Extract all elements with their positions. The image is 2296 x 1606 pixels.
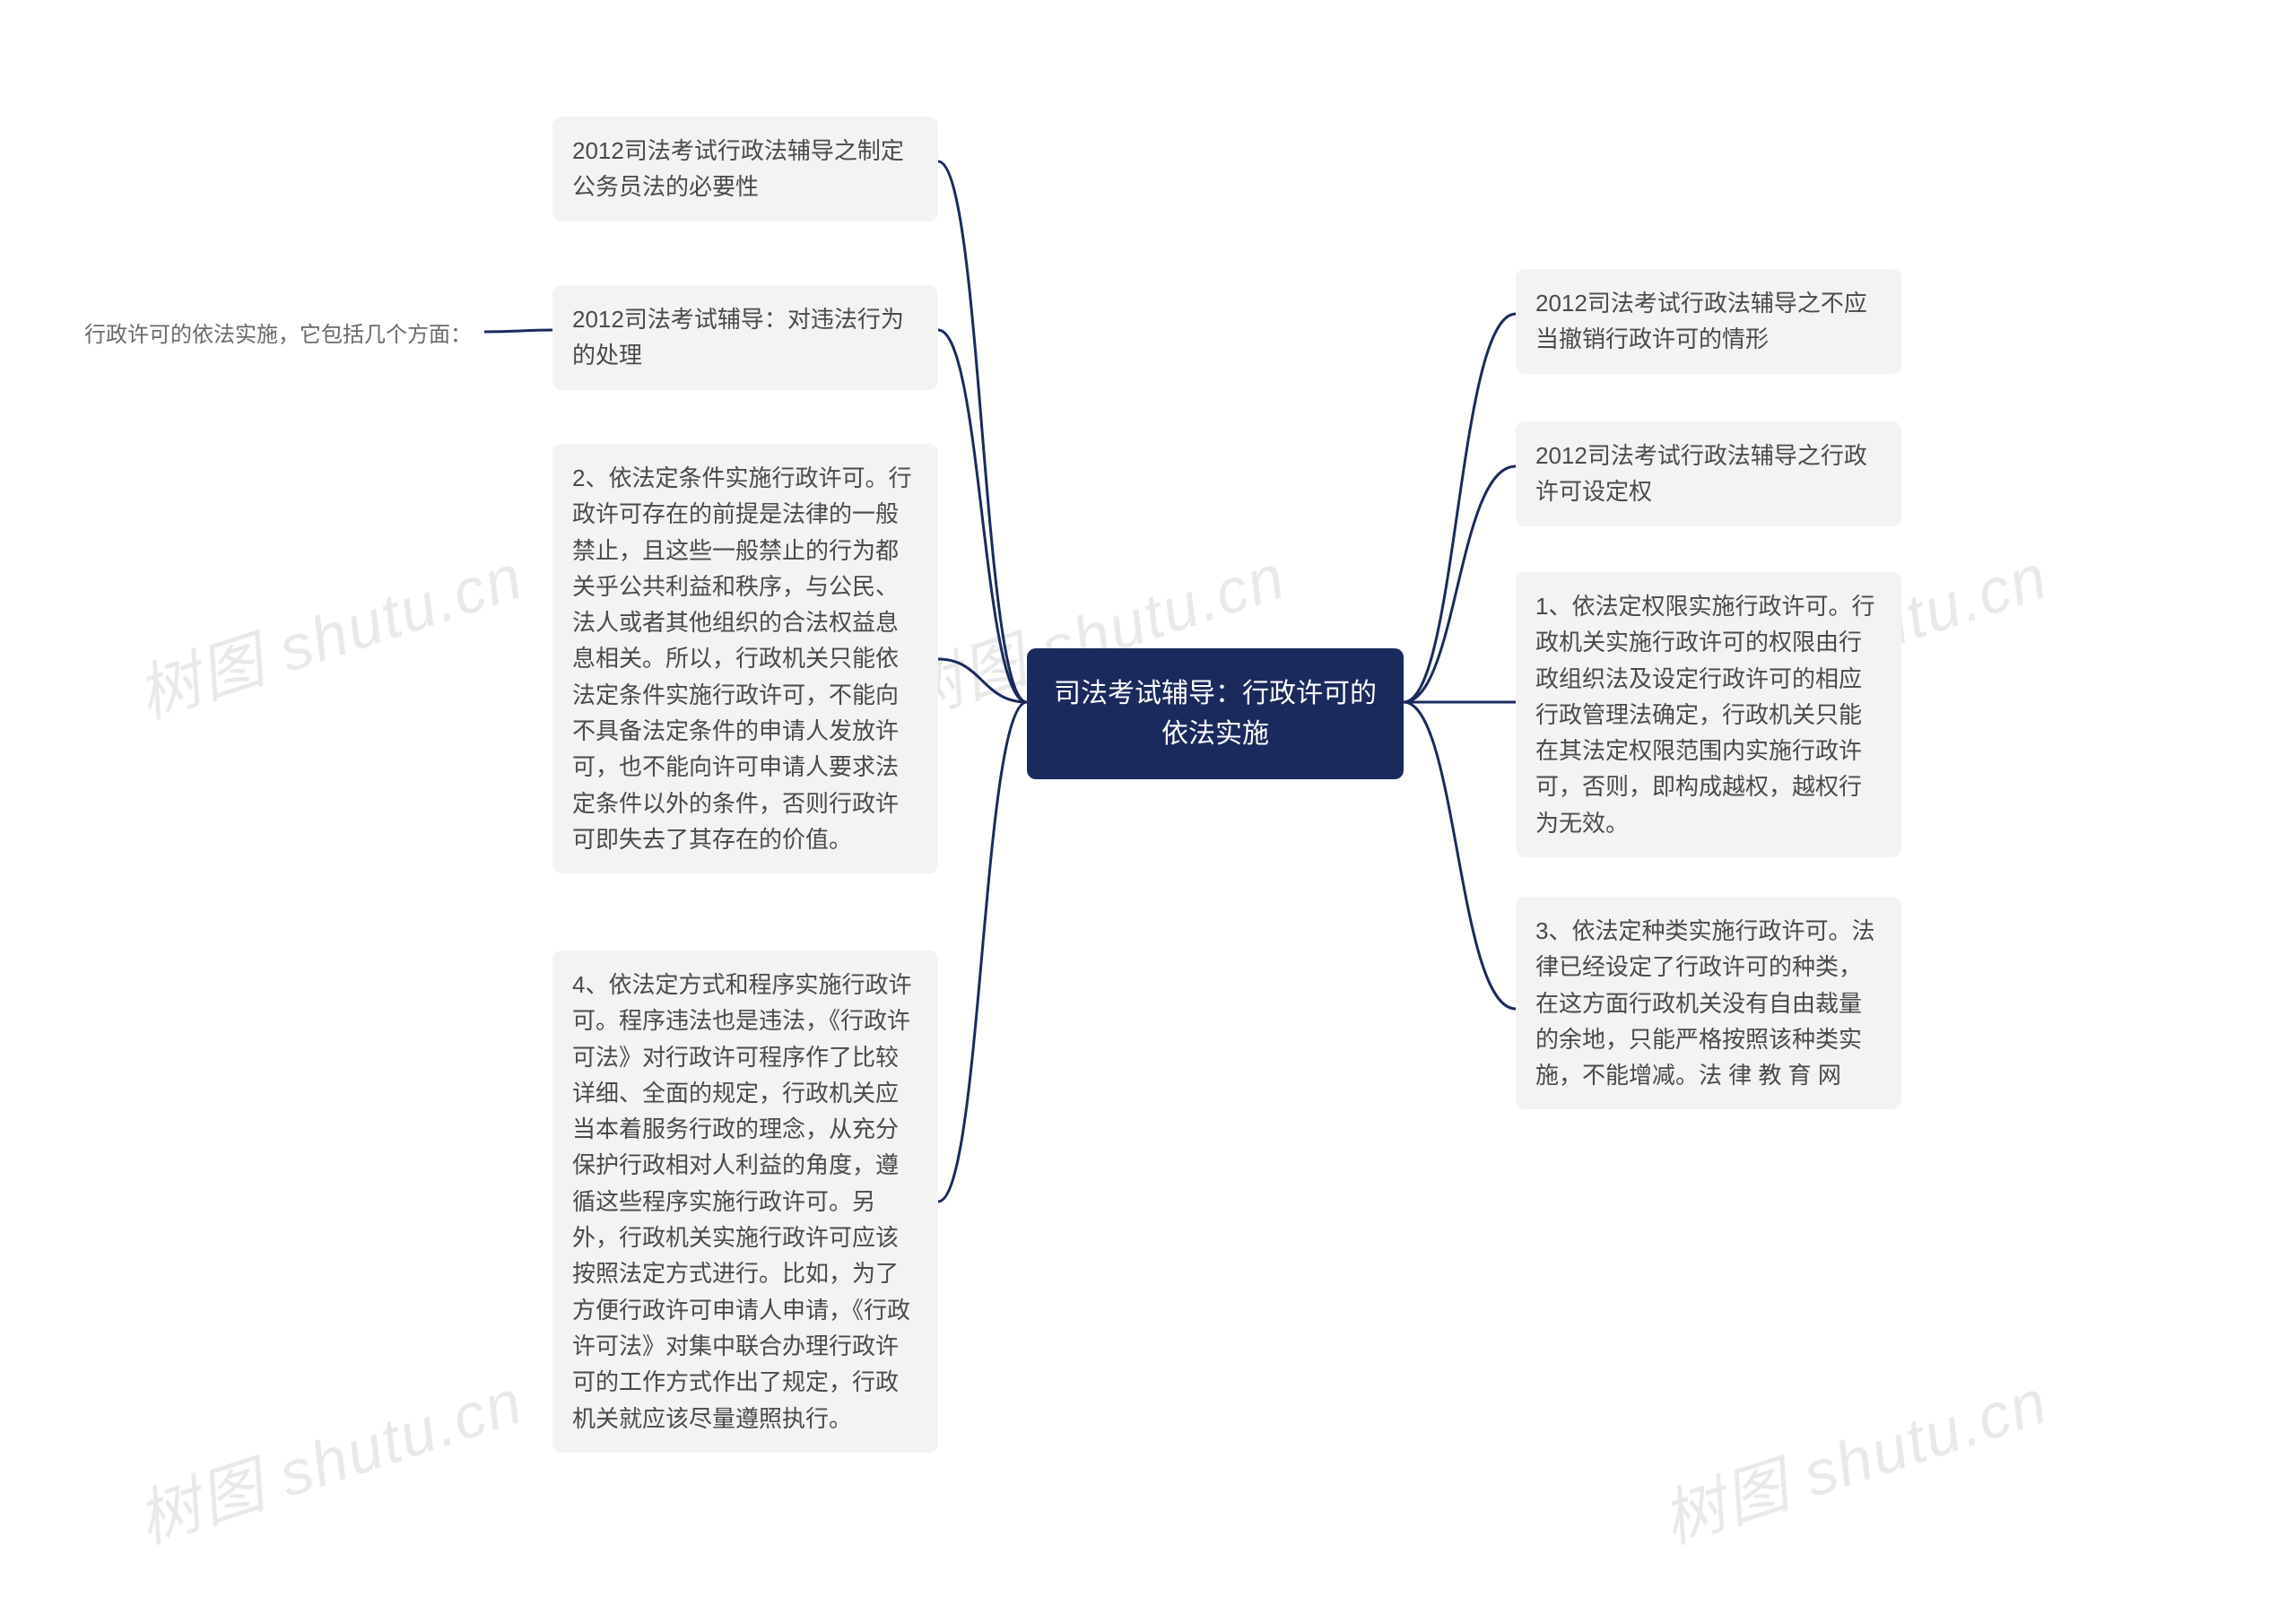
left-node-1: 2012司法考试行政法辅导之制定公务员法的必要性 [552, 117, 938, 221]
center-node: 司法考试辅导：行政许可的依法实施 [1027, 648, 1404, 779]
watermark: 树图 shutu.cn [125, 1351, 533, 1561]
watermark: 树图 shutu.cn [125, 526, 533, 736]
right-node-1: 2012司法考试行政法辅导之不应当撤销行政许可的情形 [1516, 269, 1901, 374]
watermark: 树图 shutu.cn [1649, 1351, 2057, 1561]
mindmap-connectors [0, 0, 2296, 1606]
left-grandchild: 行政许可的依法实施，它包括几个方面： [72, 309, 484, 360]
right-node-4: 3、依法定种类实施行政许可。法律已经设定了行政许可的种类，在这方面行政机关没有自… [1516, 897, 1901, 1109]
right-node-3: 1、依法定权限实施行政许可。行政机关实施行政许可的权限由行政组织法及设定行政许可… [1516, 572, 1901, 857]
left-node-2: 2012司法考试辅导：对违法行为的处理 [552, 285, 938, 390]
left-node-3: 2、依法定条件实施行政许可。行政许可存在的前提是法律的一般禁止，且这些一般禁止的… [552, 444, 938, 873]
right-node-2: 2012司法考试行政法辅导之行政许可设定权 [1516, 421, 1901, 526]
left-node-4: 4、依法定方式和程序实施行政许可。程序违法也是违法，《行政许可法》对行政许可程序… [552, 951, 938, 1453]
